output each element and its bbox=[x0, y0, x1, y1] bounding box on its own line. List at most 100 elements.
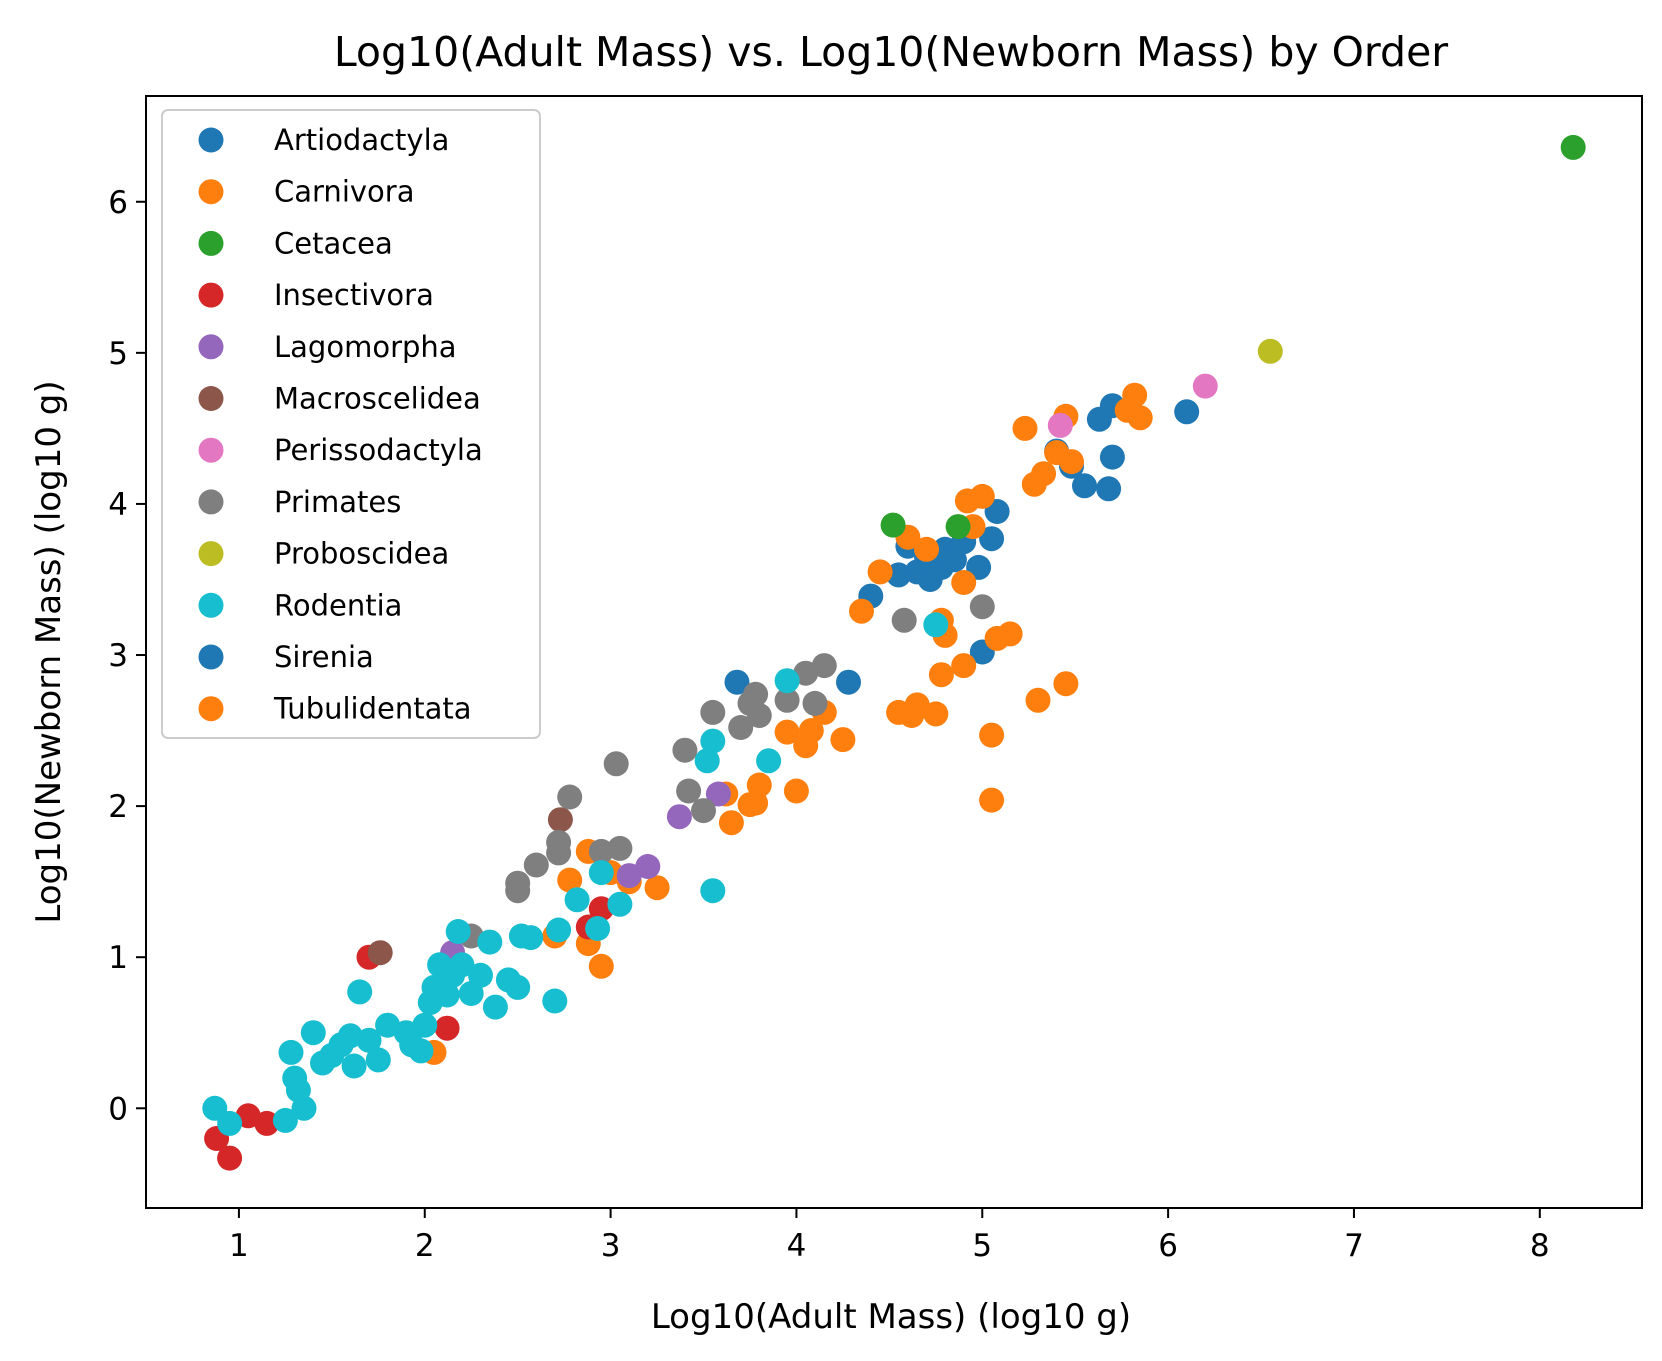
point-insectivora-5 bbox=[434, 1015, 460, 1041]
point-macroscelidea-1 bbox=[547, 807, 573, 833]
y-tick-label: 6 bbox=[108, 185, 128, 221]
y-tick-label: 4 bbox=[108, 487, 128, 523]
point-primates-12 bbox=[691, 798, 716, 824]
point-rodentia-15 bbox=[365, 1047, 391, 1073]
legend-marker-proboscidea bbox=[198, 541, 224, 567]
data-points bbox=[202, 134, 1586, 1171]
legend-label-primates: Primates bbox=[274, 485, 401, 519]
point-primates-8 bbox=[603, 751, 629, 777]
point-rodentia-7 bbox=[300, 1020, 326, 1046]
point-rodentia-37 bbox=[546, 917, 572, 943]
point-primates-23 bbox=[969, 594, 995, 620]
point-carnivora-13 bbox=[743, 790, 769, 816]
point-rodentia-36 bbox=[542, 988, 568, 1014]
point-rodentia-31 bbox=[482, 994, 508, 1020]
point-lagomorpha-3 bbox=[666, 804, 692, 830]
y-axis-label: Log10(Newborn Mass) (log10 g) bbox=[29, 380, 69, 923]
point-insectivora-3 bbox=[254, 1110, 280, 1136]
point-carnivora-48 bbox=[1122, 382, 1148, 408]
legend-label-insectivora: Insectivora bbox=[274, 278, 434, 312]
point-lagomorpha-1 bbox=[616, 863, 642, 889]
legend-marker-macroscelidea bbox=[198, 386, 224, 411]
point-carnivora-20 bbox=[849, 598, 874, 624]
legend-label-proboscidea: Proboscidea bbox=[274, 537, 449, 571]
point-rodentia-46 bbox=[774, 668, 800, 694]
point-carnivora-45 bbox=[1053, 671, 1079, 697]
point-primates-7 bbox=[588, 838, 614, 864]
point-artiodactyla-23 bbox=[836, 669, 861, 695]
legend-marker-sirenia bbox=[198, 644, 224, 670]
legend-label-macroscelidea: Macroscelidea bbox=[274, 382, 481, 416]
point-carnivora-38 bbox=[997, 621, 1023, 647]
point-carnivora-26 bbox=[923, 701, 949, 727]
point-proboscidea-0 bbox=[1257, 338, 1283, 364]
legend: Artiodactyla Carnivora Cetacea Insectivora L… bbox=[161, 109, 541, 739]
point-artiodactyla-20 bbox=[1099, 444, 1125, 470]
legend-label-carnivora: Carnivora bbox=[274, 175, 414, 209]
point-carnivora-39 bbox=[1012, 415, 1038, 441]
point-rodentia-2 bbox=[272, 1107, 298, 1133]
point-carnivora-25 bbox=[914, 536, 939, 562]
point-rodentia-40 bbox=[588, 860, 614, 886]
point-carnivora-34 bbox=[969, 483, 995, 509]
point-primates-16 bbox=[743, 681, 769, 707]
x-tick-label: 2 bbox=[415, 1228, 435, 1264]
point-carnivora-36 bbox=[979, 787, 1005, 813]
y-tick-label: 5 bbox=[108, 336, 128, 372]
point-carnivora-30 bbox=[951, 653, 977, 679]
point-carnivora-14 bbox=[774, 719, 800, 745]
point-carnivora-17 bbox=[798, 718, 824, 744]
point-primates-14 bbox=[728, 715, 754, 740]
x-tick-label: 3 bbox=[601, 1228, 621, 1264]
point-rodentia-47 bbox=[923, 612, 949, 638]
point-carnivora-21 bbox=[867, 559, 893, 585]
point-carnivora-31 bbox=[951, 570, 977, 595]
legend-marker-rodentia bbox=[198, 592, 224, 618]
point-rodentia-29 bbox=[468, 962, 493, 988]
point-rodentia-20 bbox=[412, 1012, 438, 1038]
point-carnivora-41 bbox=[1025, 687, 1051, 713]
legend-label-lagomorpha: Lagomorpha bbox=[274, 330, 457, 364]
point-primates-17 bbox=[746, 703, 772, 728]
legend-marker-primates bbox=[198, 489, 224, 515]
x-tick-label: 5 bbox=[972, 1228, 992, 1264]
point-lagomorpha-4 bbox=[705, 781, 731, 807]
point-primates-13 bbox=[700, 699, 726, 725]
legend-marker-insectivora bbox=[198, 282, 224, 308]
point-primates-18 bbox=[774, 687, 800, 713]
point-rodentia-38 bbox=[564, 887, 590, 913]
legend-label-artiodactyla: Artiodactyla bbox=[274, 123, 449, 157]
point-cetacea-1 bbox=[945, 514, 971, 540]
point-carnivora-29 bbox=[928, 662, 954, 688]
point-artiodactyla-17 bbox=[1072, 473, 1097, 499]
x-tick-label: 1 bbox=[229, 1228, 249, 1264]
point-perissodactyla-1 bbox=[1192, 373, 1218, 399]
point-perissodactyla-0 bbox=[1047, 412, 1073, 438]
legend-label-sirenia: Sirenia bbox=[274, 640, 374, 674]
point-rodentia-42 bbox=[694, 748, 720, 774]
point-macroscelidea-0 bbox=[367, 940, 393, 966]
x-axis-label: Log10(Adult Mass) (log10 g) bbox=[651, 1297, 1131, 1337]
x-tick-label: 6 bbox=[1158, 1228, 1178, 1264]
y-tick-label: 2 bbox=[108, 789, 128, 825]
chart-title: Log10(Adult Mass) vs. Log10(Newborn Mass… bbox=[334, 28, 1448, 76]
legend-marker-tubulidentata bbox=[198, 696, 224, 722]
point-primates-5 bbox=[546, 829, 572, 855]
legend-label-rodentia: Rodentia bbox=[274, 588, 402, 622]
point-artiodactyla-24 bbox=[1174, 399, 1200, 425]
point-rodentia-3 bbox=[278, 1039, 304, 1065]
point-carnivora-46 bbox=[1059, 449, 1084, 475]
point-rodentia-26 bbox=[445, 919, 471, 944]
point-cetacea-2 bbox=[1560, 134, 1586, 160]
plot-area-frame bbox=[145, 95, 1643, 1209]
point-primates-2 bbox=[505, 870, 531, 896]
point-carnivora-5 bbox=[588, 953, 614, 979]
y-tick-label: 3 bbox=[108, 638, 128, 674]
point-rodentia-44 bbox=[700, 878, 726, 904]
point-carnivora-8 bbox=[644, 875, 670, 901]
legend-marker-perissodactyla bbox=[198, 437, 224, 463]
point-primates-21 bbox=[811, 653, 837, 679]
point-rodentia-27 bbox=[449, 952, 475, 978]
legend-label-tubulidentata: Tubulidentata bbox=[273, 692, 472, 726]
point-carnivora-2 bbox=[557, 867, 583, 893]
